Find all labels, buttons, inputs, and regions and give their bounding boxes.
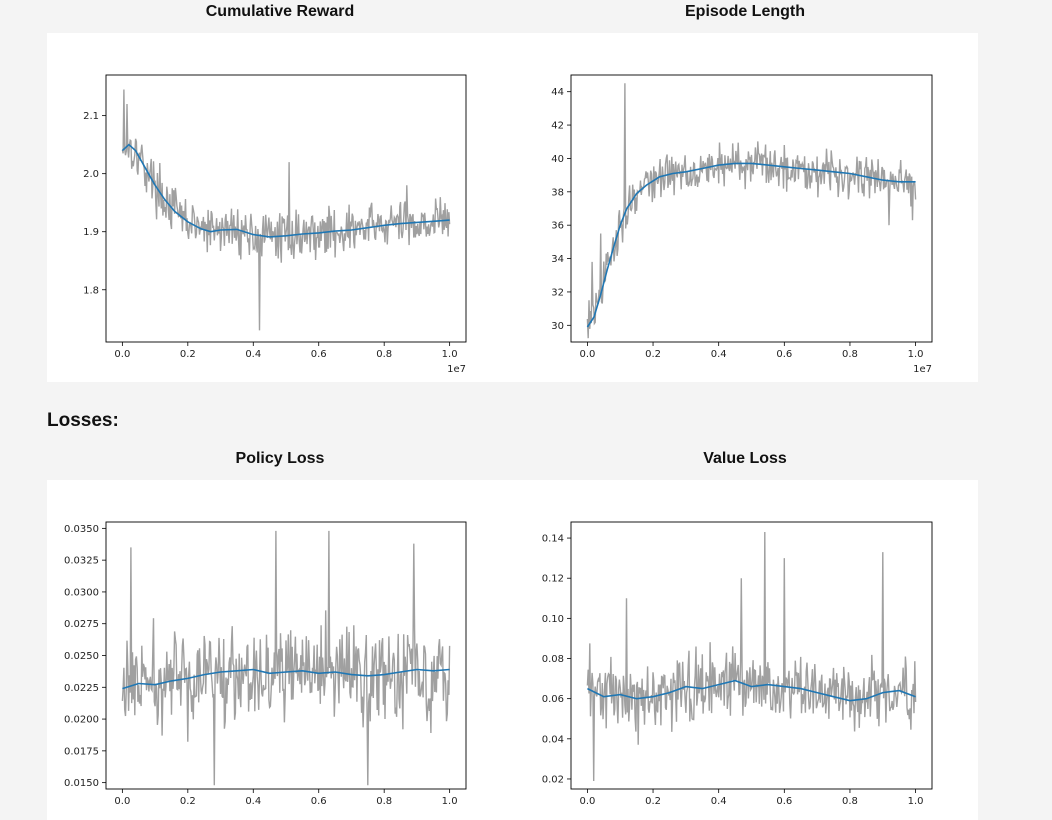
length-xtick-label: 0.4: [711, 349, 727, 360]
reward-ytick-label: 2.0: [83, 169, 99, 180]
policy-ytick-label: 0.0200: [64, 715, 99, 726]
value-ytick-label: 0.06: [542, 694, 564, 705]
length-ytick-label: 38: [551, 187, 564, 198]
value-xtick-label: 0.0: [579, 796, 595, 807]
length-xtick-label: 0.0: [579, 349, 595, 360]
reward-raw-series: [121, 89, 451, 331]
reward-xtick-label: 0.2: [180, 349, 196, 360]
reward-chart-title: Cumulative Reward: [205, 3, 355, 20]
length-ytick-label: 44: [551, 87, 564, 98]
policy-ytick-label: 0.0150: [64, 778, 99, 789]
reward-smoothed-series: [121, 143, 450, 238]
reward-plot-frame: [105, 74, 467, 343]
length-ytick-label: 30: [551, 321, 564, 332]
policy-chart-title: Policy Loss: [235, 450, 325, 467]
length-ytick-label: 42: [551, 121, 564, 132]
policy-xtick-label: 0.4: [245, 796, 261, 807]
policy-ytick-label: 0.0325: [64, 556, 99, 567]
length-ytick-label: 32: [551, 287, 564, 298]
length-raw-series: [586, 83, 917, 339]
policy-ytick-label: 0.0350: [64, 524, 99, 535]
value-xtick-label: 0.8: [842, 796, 858, 807]
value-raw-series: [586, 531, 917, 782]
length-chart: 0.0 0.2 0.4 0.6 0.8 1.0 30 32 34 36 38 40 42 44 1e7: [551, 74, 933, 375]
policy-xtick-label: 0.6: [311, 796, 327, 807]
value-ytick-label: 0.04: [542, 734, 564, 745]
policy-xtick-label: 1.0: [442, 796, 458, 807]
value-ytick-label: 0.14: [542, 534, 564, 545]
policy-ytick-label: 0.0250: [64, 651, 99, 662]
reward-ytick-label: 1.9: [83, 227, 99, 238]
reward-chart: 0.0 0.2 0.4 0.6 0.8 1.0 1.8 1.9 2.0 2.1 1e7: [83, 74, 467, 375]
length-xtick-label: 1.0: [908, 349, 924, 360]
length-xtick-label: 0.2: [645, 349, 661, 360]
reward-xtick-label: 0.4: [245, 349, 261, 360]
reward-xtick-label: 0.0: [114, 349, 130, 360]
policy-ytick-label: 0.0175: [64, 746, 99, 757]
length-xtick-label: 0.8: [842, 349, 858, 360]
value-ytick-label: 0.08: [542, 654, 564, 665]
policy-raw-series: [121, 530, 451, 786]
value-ytick-label: 0.12: [542, 574, 564, 585]
reward-xtick-label: 1.0: [442, 349, 458, 360]
value-xtick-label: 0.4: [711, 796, 727, 807]
length-smoothed-series: [586, 162, 916, 328]
reward-xtick-label: 0.6: [311, 349, 327, 360]
length-ytick-label: 36: [551, 221, 564, 232]
top-charts-panel: [47, 33, 978, 382]
policy-xtick-label: 0.2: [180, 796, 196, 807]
value-chart: 0.0 0.2 0.4 0.6 0.8 1.0 0.02 0.04 0.06 0.08 0.10 0.…: [542, 521, 933, 807]
reward-xtick-label: 0.8: [376, 349, 392, 360]
length-plot-frame: [570, 74, 933, 343]
policy-ytick-label: 0.0275: [64, 619, 99, 630]
value-xtick-label: 1.0: [908, 796, 924, 807]
length-chart-title: Episode Length: [685, 3, 805, 20]
reward-ytick-label: 1.8: [83, 285, 99, 296]
policy-xtick-label: 0.0: [114, 796, 130, 807]
policy-ytick-label: 0.0225: [64, 683, 99, 694]
reward-ytick-label: 2.1: [83, 111, 99, 122]
length-ytick-label: 34: [551, 254, 564, 265]
length-x-offset-label: 1e7: [913, 364, 932, 375]
value-ytick-label: 0.02: [542, 774, 564, 785]
value-smoothed-series: [587, 679, 916, 702]
value-xtick-label: 0.6: [776, 796, 792, 807]
value-chart-title: Value Loss: [703, 450, 787, 467]
value-ytick-label: 0.10: [542, 614, 564, 625]
policy-chart: 0.0 0.2 0.4 0.6 0.8 1.0 0.0150 0.0175 0.0200 0.02…: [64, 521, 467, 807]
bottom-charts-panel: [47, 480, 978, 820]
length-xtick-label: 0.6: [776, 349, 792, 360]
losses-heading: Losses:: [47, 410, 119, 431]
policy-xtick-label: 0.8: [376, 796, 392, 807]
value-xtick-label: 0.2: [645, 796, 661, 807]
value-plot-frame: [570, 521, 933, 790]
reward-x-offset-label: 1e7: [447, 364, 466, 375]
policy-smoothed-series: [122, 668, 450, 690]
policy-ytick-label: 0.0300: [64, 587, 99, 598]
length-ytick-label: 40: [551, 154, 564, 165]
